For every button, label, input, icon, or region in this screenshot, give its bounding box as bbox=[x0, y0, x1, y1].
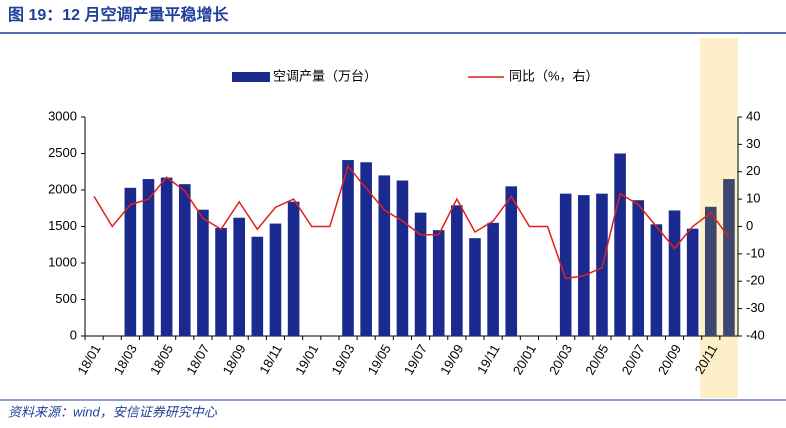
bar bbox=[632, 200, 645, 336]
bar bbox=[215, 227, 227, 336]
bar bbox=[414, 212, 427, 336]
x-tick-label: 18/05 bbox=[147, 342, 176, 378]
y-tick-label: 500 bbox=[55, 291, 77, 306]
bar bbox=[487, 222, 499, 336]
x-tick-label: 19/09 bbox=[437, 342, 466, 378]
y-tick-label: 3000 bbox=[48, 108, 77, 123]
bar bbox=[469, 238, 481, 336]
bar bbox=[451, 205, 463, 336]
bar bbox=[360, 162, 372, 336]
line bbox=[93, 164, 730, 280]
bar bbox=[432, 230, 445, 336]
x-tick-label: 18/03 bbox=[111, 342, 140, 378]
y-tick-label: 2500 bbox=[48, 145, 77, 160]
x-tick-label: 20/07 bbox=[619, 342, 648, 378]
bar bbox=[578, 195, 590, 336]
bar bbox=[269, 223, 282, 336]
bar bbox=[686, 228, 699, 336]
x-tick-label: 19/03 bbox=[328, 342, 357, 378]
bar bbox=[723, 179, 735, 336]
bar bbox=[650, 224, 663, 336]
y2-tick-label: 10 bbox=[746, 191, 760, 206]
x-tick-label: 18/01 bbox=[74, 342, 103, 378]
x-tick-label: 19/01 bbox=[292, 342, 321, 378]
chart-title: 图 19：12 月空调产量平稳增长 bbox=[8, 5, 229, 24]
x-tick-label: 18/09 bbox=[219, 342, 248, 378]
x-tick-label: 18/11 bbox=[256, 342, 285, 377]
y2-tick-label: -10 bbox=[746, 245, 765, 260]
y2-tick-label: -20 bbox=[746, 273, 765, 288]
y2-tick-label: 20 bbox=[746, 163, 760, 178]
bar bbox=[668, 210, 681, 336]
bar bbox=[233, 217, 245, 336]
bar bbox=[614, 153, 626, 336]
bar bbox=[559, 193, 572, 336]
x-tick-label: 20/09 bbox=[655, 342, 684, 378]
bar bbox=[124, 187, 137, 336]
legend-swatch bbox=[232, 72, 270, 82]
y2-tick-label: 30 bbox=[746, 136, 760, 151]
x-tick-label: 19/07 bbox=[401, 342, 430, 378]
y2-tick-label: -40 bbox=[746, 327, 765, 342]
y-tick-label: 0 bbox=[70, 327, 77, 342]
y-tick-label: 1500 bbox=[48, 218, 77, 233]
legend-label: 同比（%，右） bbox=[509, 68, 599, 83]
y-tick-label: 1000 bbox=[48, 254, 77, 269]
x-tick-label: 19/05 bbox=[365, 342, 394, 378]
bar bbox=[197, 209, 209, 336]
legend-label: 空调产量（万台） bbox=[273, 68, 377, 83]
x-tick-label: 18/07 bbox=[183, 342, 212, 378]
bar bbox=[378, 175, 391, 336]
bar bbox=[342, 160, 354, 336]
y2-tick-label: 40 bbox=[746, 108, 760, 123]
bar bbox=[251, 236, 264, 336]
bar bbox=[704, 206, 717, 336]
x-tick-label: 19/11 bbox=[474, 342, 503, 377]
bar bbox=[396, 180, 409, 336]
bar bbox=[505, 186, 518, 336]
y2-tick-label: -30 bbox=[746, 300, 765, 315]
y2-tick-label: 0 bbox=[746, 218, 753, 233]
x-tick-label: 20/05 bbox=[582, 342, 611, 378]
bar bbox=[178, 184, 191, 336]
x-tick-label: 20/01 bbox=[510, 342, 539, 378]
y-tick-label: 2000 bbox=[48, 181, 77, 196]
bar bbox=[142, 179, 155, 336]
x-tick-label: 20/03 bbox=[546, 342, 575, 378]
source: 资料来源：wind，安信证券研究中心 bbox=[8, 404, 218, 419]
bar bbox=[160, 177, 173, 336]
bar bbox=[287, 201, 300, 336]
